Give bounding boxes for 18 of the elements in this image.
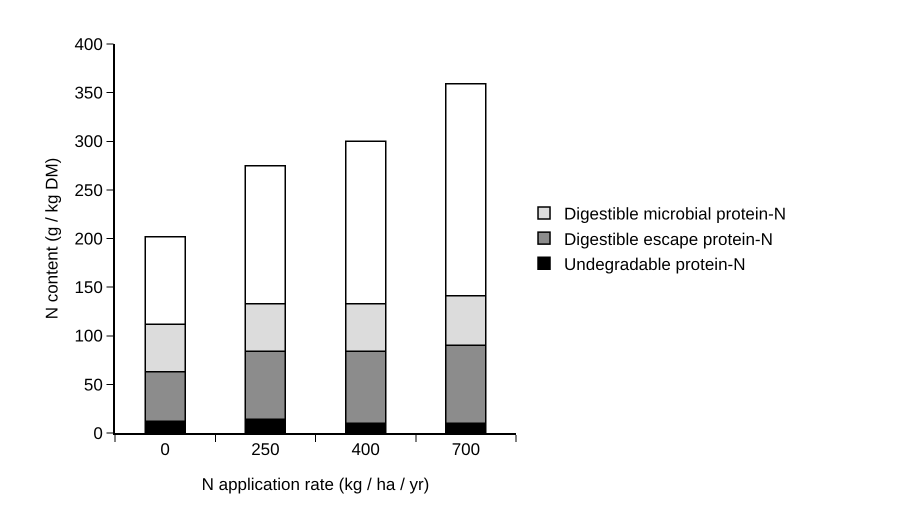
y-axis-title: N content (g / kg DM): [42, 158, 62, 320]
x-tick-label: 700: [452, 440, 480, 460]
y-tick-label: 100: [74, 326, 103, 346]
y-tick-label: 250: [74, 180, 103, 200]
x-tick-label: 0: [160, 440, 170, 460]
y-tick-label: 350: [74, 84, 103, 103]
x-tick-label: 250: [251, 440, 280, 460]
legend-label: Digestible microbial protein-N: [564, 204, 786, 224]
legend-label: Undegradable protein-N: [564, 254, 746, 274]
x-tick-label: 400: [351, 440, 380, 460]
y-tick-label: 300: [74, 132, 103, 152]
y-tick-label: 200: [74, 229, 103, 248]
y-tick-label: 150: [74, 278, 103, 298]
legend-label: Digestible escape protein-N: [564, 230, 773, 249]
y-tick-label: 50: [84, 375, 103, 394]
y-tick-label: 400: [74, 34, 103, 54]
y-tick-label: 0: [93, 424, 103, 443]
x-axis-title: N application rate (kg / ha / yr): [202, 475, 430, 494]
